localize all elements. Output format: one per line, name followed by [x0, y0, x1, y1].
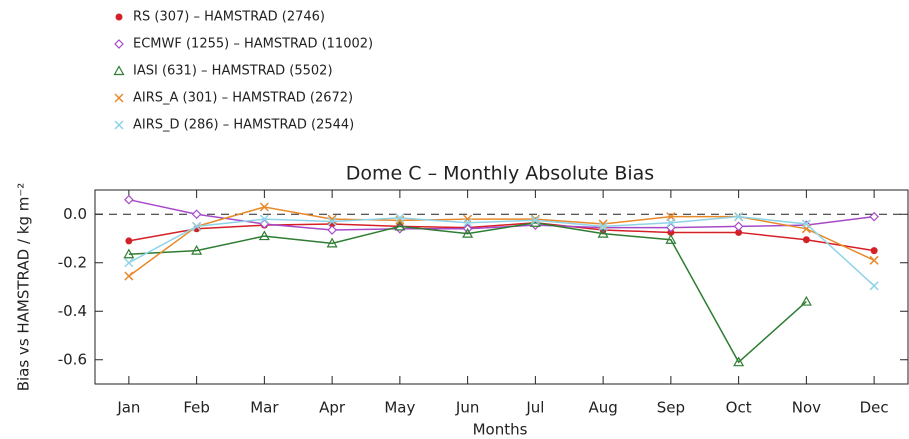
x-tick-label: Jun: [455, 399, 479, 417]
marker: [733, 221, 744, 232]
marker: [800, 295, 812, 306]
x-tick-label: Aug: [588, 399, 617, 417]
marker: [124, 258, 134, 268]
x-tick-label: Feb: [183, 399, 210, 417]
x-tick-label: Dec: [860, 399, 889, 417]
marker: [394, 220, 406, 231]
marker: [463, 214, 473, 224]
marker: [869, 255, 879, 265]
marker: [125, 237, 133, 245]
marker: [327, 216, 337, 227]
legend-label: RS (307) – HAMSTRAD (2746): [133, 10, 325, 25]
legend-label: AIRS_A (301) – HAMSTRAD (2672): [133, 91, 353, 106]
plot-frame: [94, 189, 909, 385]
legend-label: ECMWF (1255) – HAMSTRAD (11002): [133, 37, 373, 52]
marker: [870, 247, 878, 255]
marker: [191, 209, 202, 220]
marker: [259, 202, 269, 212]
y-axis-title: Bias vs HAMSTRAD / kg m⁻²: [15, 183, 33, 392]
marker: [123, 248, 135, 259]
marker: [801, 219, 811, 229]
marker: [665, 233, 677, 244]
marker: [597, 227, 609, 238]
legend-label: IASI (631) – HAMSTRAD (5502): [133, 64, 333, 79]
marker: [735, 228, 743, 236]
series-line: [128, 215, 875, 287]
marker: [191, 244, 203, 255]
x-tick-label: May: [384, 399, 415, 417]
marker: [258, 230, 270, 241]
x-tick-label: Apr: [319, 399, 346, 417]
marker: [259, 214, 269, 224]
marker: [113, 65, 125, 76]
series-line: [128, 198, 875, 231]
marker: [869, 211, 879, 222]
marker: [114, 39, 124, 49]
marker: [192, 221, 202, 231]
marker: [530, 214, 540, 224]
y-tick-label: -0.6: [58, 350, 87, 368]
marker: [114, 93, 124, 103]
marker: [734, 212, 744, 222]
marker: [869, 281, 879, 291]
x-tick-label: Jul: [525, 399, 544, 417]
x-tick-label: Oct: [726, 399, 752, 417]
marker: [733, 356, 745, 367]
marker: [395, 213, 405, 223]
marker: [666, 218, 676, 228]
marker: [124, 271, 134, 281]
marker: [598, 221, 608, 231]
marker: [802, 236, 810, 244]
series-line: [128, 206, 875, 277]
marker: [530, 215, 540, 225]
marker: [327, 225, 337, 235]
series-line: [128, 221, 875, 252]
x-tick-label: Jan: [116, 399, 140, 417]
series-line: [128, 221, 807, 364]
marker: [667, 228, 675, 236]
x-axis-title: Months: [473, 421, 528, 439]
marker: [462, 227, 474, 238]
x-tick-label: Sep: [657, 399, 685, 417]
y-tick-label: -0.2: [58, 253, 87, 271]
marker: [114, 120, 124, 130]
marker: [326, 237, 338, 248]
y-tick-label: 0.0: [63, 205, 87, 223]
legend-label: AIRS_D (286) – HAMSTRAD (2544): [133, 118, 354, 133]
y-tick-label: -0.4: [58, 302, 87, 320]
marker: [463, 218, 473, 228]
marker: [124, 194, 134, 205]
x-tick-label: Mar: [250, 399, 279, 417]
marker: [115, 13, 123, 21]
chart-title: Dome C – Monthly Absolute Bias: [346, 163, 654, 185]
x-tick-label: Nov: [792, 399, 821, 417]
